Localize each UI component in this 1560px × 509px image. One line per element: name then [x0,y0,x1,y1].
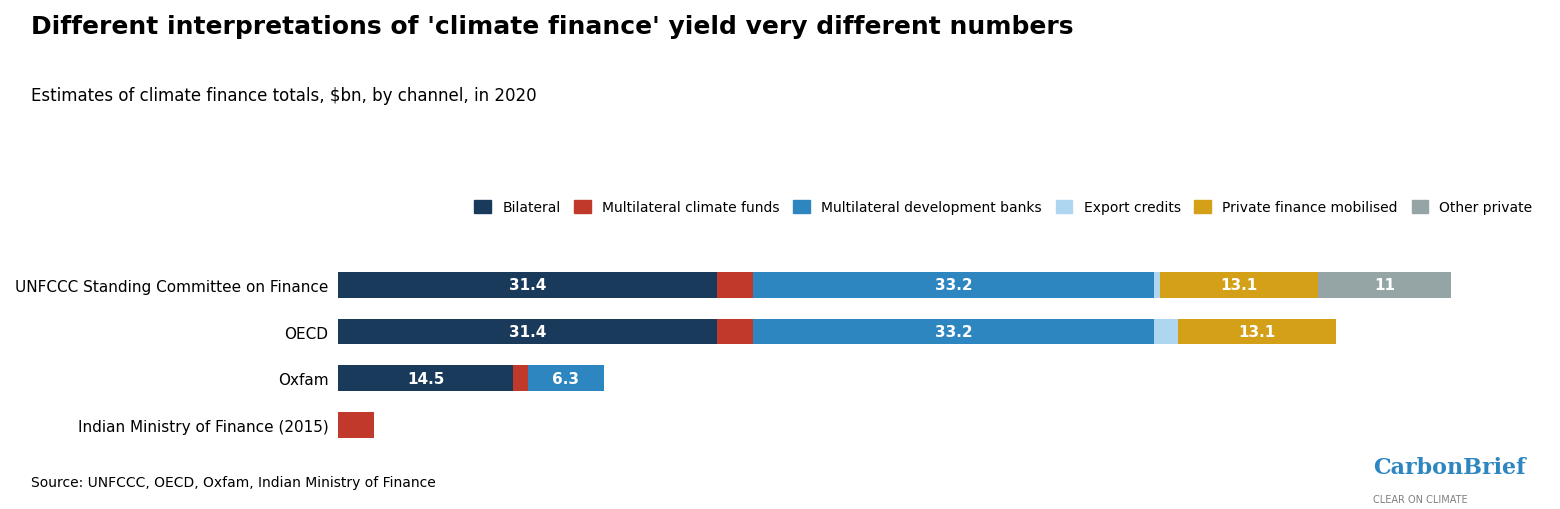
Legend: Bilateral, Multilateral climate funds, Multilateral development banks, Export cr: Bilateral, Multilateral climate funds, M… [470,195,1538,220]
Text: 33.2: 33.2 [934,324,972,340]
Bar [339,366,513,391]
Bar [1178,319,1337,345]
Bar [718,272,753,298]
Text: 33.2: 33.2 [934,278,972,293]
Text: CarbonBrief: CarbonBrief [1373,457,1526,478]
Text: 6.3: 6.3 [552,371,579,386]
Bar [753,319,1154,345]
Text: 13.1: 13.1 [1220,278,1257,293]
Bar [1154,319,1178,345]
Bar [1161,272,1318,298]
Bar [753,272,1154,298]
Bar [1318,272,1451,298]
Text: CLEAR ON CLIMATE: CLEAR ON CLIMATE [1373,494,1468,504]
Bar [513,366,527,391]
Text: 31.4: 31.4 [509,278,546,293]
Bar [527,366,604,391]
Text: 13.1: 13.1 [1239,324,1276,340]
Text: 31.4: 31.4 [509,324,546,340]
Text: 14.5: 14.5 [407,371,445,386]
Bar [718,319,753,345]
Bar [339,272,718,298]
Text: Source: UNFCCC, OECD, Oxfam, Indian Ministry of Finance: Source: UNFCCC, OECD, Oxfam, Indian Mini… [31,475,435,489]
Bar [339,412,374,438]
Bar [339,319,718,345]
Text: 11: 11 [1374,278,1395,293]
Text: Different interpretations of 'climate finance' yield very different numbers: Different interpretations of 'climate fi… [31,15,1073,39]
Text: Estimates of climate finance totals, $bn, by channel, in 2020: Estimates of climate finance totals, $bn… [31,87,537,104]
Bar [1154,272,1161,298]
